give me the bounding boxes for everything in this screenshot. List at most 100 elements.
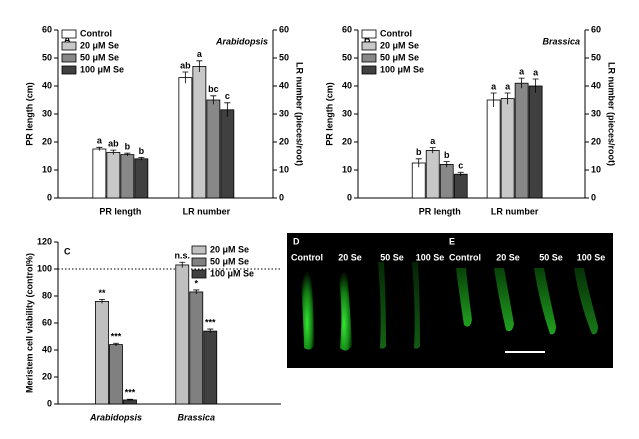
bar-label: b <box>125 142 131 152</box>
bar-label: a <box>519 67 525 77</box>
y-tick-label: 80 <box>42 290 52 300</box>
y-tick-label: 10 <box>342 164 352 174</box>
y2-tick-label: 10 <box>279 164 289 174</box>
y-tick-label: 50 <box>42 52 52 62</box>
bar-label: * <box>195 278 199 288</box>
legend-label: 100 μM Se <box>80 64 124 74</box>
panel-letter: C <box>64 246 71 256</box>
y2-axis-label: LR number (pieces/root) <box>295 62 305 166</box>
y-tick-label: 20 <box>342 136 352 146</box>
x-tick-label: LR number <box>491 206 539 216</box>
bar <box>500 98 515 199</box>
bar <box>514 82 529 199</box>
legend-swatch <box>361 53 377 63</box>
panel-letter: A <box>64 34 71 44</box>
panel-letter: B <box>364 34 371 44</box>
y-tick-label: 20 <box>42 136 52 146</box>
error-bar <box>207 328 214 334</box>
y2-tick-label: 20 <box>279 136 289 146</box>
x-tick-label: LR number <box>183 206 231 216</box>
image-label: 20 Se <box>496 252 520 262</box>
bar <box>175 264 190 405</box>
image-label: 100 Se <box>577 252 606 262</box>
legend-label: 50 μM Se <box>380 52 419 62</box>
y-axis-label: PR length (cm) <box>24 82 34 146</box>
bar <box>120 154 135 199</box>
x-tick-label: Arabidopsis <box>89 412 142 422</box>
image-label: Control <box>449 252 481 262</box>
bar-label: a <box>491 81 497 91</box>
bar-label: a <box>505 81 511 91</box>
bar <box>203 330 218 405</box>
image-label: 50 Se <box>539 252 563 262</box>
bar <box>425 149 440 199</box>
bar-label: b <box>416 147 422 157</box>
y2-tick-label: 0 <box>279 192 284 202</box>
x-tick-label: PR length <box>99 206 141 216</box>
bar-label: ab <box>180 60 191 70</box>
y-tick-label: 40 <box>42 80 52 90</box>
legend-label: 100 μM Se <box>210 268 254 278</box>
y2-tick-label: 10 <box>591 164 601 174</box>
bar <box>189 291 204 405</box>
legend-label: 50 μM Se <box>80 52 119 62</box>
bar <box>206 99 221 199</box>
legend-swatch <box>361 41 377 51</box>
error-bar <box>443 161 450 168</box>
error-bar <box>224 102 231 117</box>
y-tick-label: 50 <box>342 52 352 62</box>
bar-label: n.s. <box>175 251 191 261</box>
y-tick-label: 40 <box>42 344 52 354</box>
y2-tick-label: 20 <box>591 136 601 146</box>
y2-tick-label: 60 <box>591 24 601 34</box>
legend-label: Control <box>380 28 412 38</box>
bar-label: ** <box>98 288 106 298</box>
error-bar <box>193 289 200 294</box>
x-tick-label: Brassica <box>177 412 215 422</box>
y2-tick-label: 40 <box>591 80 601 90</box>
panel-letter: E <box>449 236 455 246</box>
y-tick-label: 30 <box>342 108 352 118</box>
y2-axis-label: LR number (pieces/root) <box>607 62 617 166</box>
bar <box>106 151 121 199</box>
error-bar <box>532 78 539 93</box>
error-bar <box>98 298 105 304</box>
error-bar <box>210 95 217 105</box>
error-bar <box>504 92 511 105</box>
roots <box>300 262 598 351</box>
y-tick-label: 20 <box>42 371 52 381</box>
bar <box>192 66 207 199</box>
bar-label: a <box>197 49 203 59</box>
y2-tick-label: 50 <box>279 52 289 62</box>
y-axis-label: Meristem cell viability (control%) <box>24 253 34 393</box>
y2-tick-label: 40 <box>279 80 289 90</box>
legend-swatch <box>61 41 77 51</box>
bar-label: b <box>139 146 145 156</box>
legend-swatch <box>361 65 377 75</box>
bar-label: bc <box>208 84 219 94</box>
y-tick-label: 0 <box>347 192 352 202</box>
legend-swatch <box>61 53 77 63</box>
error-bar <box>96 146 103 151</box>
bar <box>134 158 149 199</box>
y2-tick-label: 60 <box>279 24 289 34</box>
error-bar <box>124 152 131 156</box>
y-axis-label: PR length (cm) <box>324 82 334 146</box>
image-label: 50 Se <box>380 252 404 262</box>
bar <box>453 173 468 199</box>
y2-tick-label: 50 <box>591 52 601 62</box>
panel-letter: D <box>293 236 300 246</box>
bar <box>92 148 107 199</box>
y-tick-label: 60 <box>42 24 52 34</box>
bar-label: a <box>97 136 103 146</box>
bar-label: c <box>225 91 230 101</box>
error-bar <box>110 149 117 155</box>
legend-label: 50 μM Se <box>210 256 249 266</box>
image-label: 20 Se <box>338 252 362 262</box>
annotation: Brassica <box>542 36 580 46</box>
legend-swatch <box>191 257 207 267</box>
bar <box>178 77 193 199</box>
bar <box>411 162 426 199</box>
bar <box>486 99 501 199</box>
y2-tick-label: 0 <box>591 192 596 202</box>
